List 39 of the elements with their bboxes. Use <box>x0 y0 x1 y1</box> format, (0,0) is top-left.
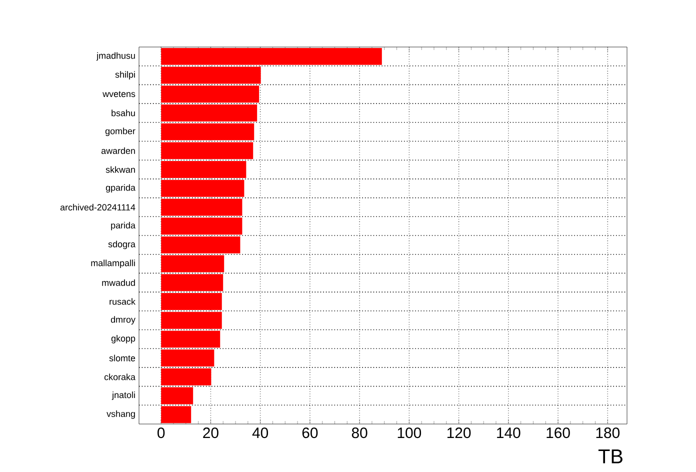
y-tick-label: vshang <box>106 410 135 419</box>
y-tick-label: gkopp <box>111 335 136 344</box>
y-tick-label: archived-20241114 <box>60 204 136 211</box>
y-tick-label: wvetens <box>102 91 136 98</box>
y-tick-label: jmadhusu <box>96 52 135 61</box>
y-tick-label: skkwan <box>106 166 135 173</box>
y-tick-label: rusack <box>110 298 136 305</box>
x-axis-title: TB <box>598 450 622 464</box>
bar <box>161 350 214 367</box>
y-tick-label: slomte <box>109 354 136 362</box>
y-tick-label: sdogra <box>108 240 136 250</box>
bar <box>161 236 240 254</box>
x-tick-label: 140 <box>497 428 520 438</box>
y-tick-label: awarden <box>101 147 135 154</box>
x-tick-label: 120 <box>447 428 471 438</box>
y-tick-label: mallampalli <box>91 260 135 268</box>
x-tick-label: 80 <box>352 428 368 438</box>
bar <box>161 104 258 122</box>
bar <box>161 161 246 178</box>
bar <box>161 48 382 65</box>
x-tick-label: 100 <box>398 428 422 438</box>
bar <box>161 406 192 424</box>
y-tick-label: ckoraka <box>104 374 136 380</box>
y-tick-label: shilpi <box>115 71 135 80</box>
x-tick-label: 40 <box>252 428 268 438</box>
bar <box>161 218 242 235</box>
x-tick-label: 20 <box>203 428 218 438</box>
x-tick-label: 0 <box>158 428 165 438</box>
x-tick-label: 180 <box>596 428 620 438</box>
bar <box>161 292 222 310</box>
y-tick-label: mwadud <box>102 279 135 286</box>
y-tick-label: gomber <box>105 128 136 136</box>
x-tick-label: 160 <box>546 428 570 438</box>
y-tick-label: gparida <box>106 184 136 193</box>
y-tick-label: bsahu <box>112 110 135 116</box>
x-tick-label: 60 <box>302 428 318 438</box>
y-tick-label: jnatoli <box>112 392 135 400</box>
y-tick-label: parida <box>111 222 136 230</box>
y-tick-label: dmroy <box>110 316 136 325</box>
